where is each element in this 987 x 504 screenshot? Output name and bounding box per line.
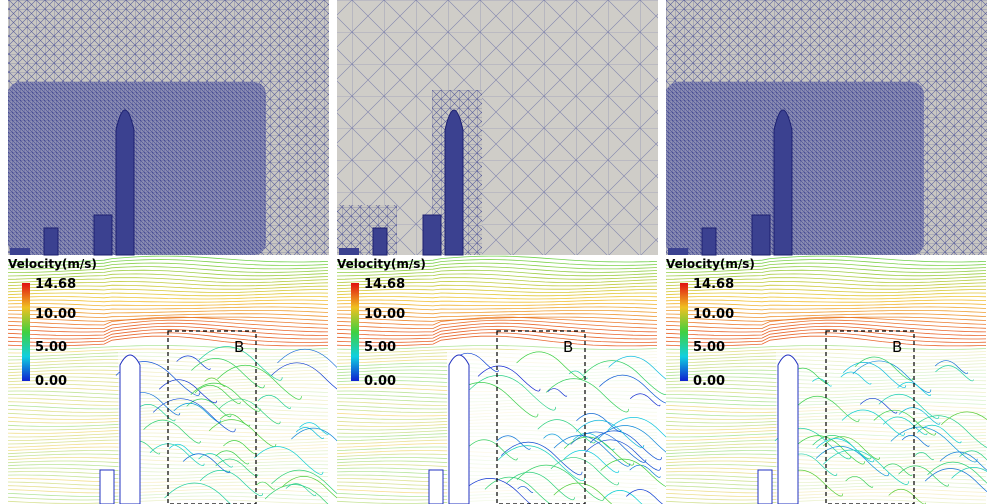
streamline-panel: B Velocity(m/s) 14.68 10.00 5.00 0.00 <box>8 256 360 504</box>
legend-title: Velocity(m/s) <box>666 257 755 271</box>
colorbar <box>351 283 359 381</box>
building <box>44 228 58 255</box>
building <box>752 215 770 255</box>
figure: B Velocity(m/s) 14.68 10.00 5.00 0.00 B Velocit… <box>0 0 987 504</box>
refined-region <box>337 205 397 255</box>
box-label: B <box>563 338 573 356</box>
colorbar-label: 10.00 <box>35 307 76 322</box>
colorbar-label: 0.00 <box>364 374 396 389</box>
building-section <box>758 470 772 504</box>
building-section <box>429 470 443 504</box>
colorbar-label: 0.00 <box>693 374 725 389</box>
colorbar-label: 5.00 <box>364 340 396 355</box>
colorbar-label: 5.00 <box>693 340 725 355</box>
building <box>373 228 387 255</box>
streamline-panel: B Velocity(m/s) 14.68 10.00 5.00 0.00 <box>337 256 685 504</box>
building <box>339 248 359 255</box>
building <box>94 215 112 255</box>
colorbar-label: 14.68 <box>35 277 76 292</box>
wake-region <box>776 350 987 504</box>
page: {"panels": [ {"legend": {"title": "Veloc… <box>0 0 987 504</box>
colorbar-label: 10.00 <box>364 307 405 322</box>
mesh-panel <box>666 0 987 255</box>
mesh-panel <box>337 0 658 255</box>
colorbar-label: 14.68 <box>364 277 405 292</box>
box-label: B <box>892 338 902 356</box>
tower <box>774 110 792 255</box>
legend-title: Velocity(m/s) <box>337 257 426 271</box>
building <box>702 228 716 255</box>
building-section <box>100 470 114 504</box>
building <box>10 248 30 255</box>
legend-title: Velocity(m/s) <box>8 257 97 271</box>
colorbar-label: 10.00 <box>693 307 734 322</box>
colorbar <box>22 283 30 381</box>
streamline-panel: B Velocity(m/s) 14.68 10.00 5.00 0.00 <box>666 256 987 504</box>
colorbar <box>680 283 688 381</box>
building <box>668 248 688 255</box>
tower-section <box>449 355 469 504</box>
tower-section <box>778 355 798 504</box>
box-label: B <box>234 338 244 356</box>
tower <box>116 110 134 255</box>
tower <box>445 110 463 255</box>
colorbar-label: 14.68 <box>693 277 734 292</box>
wake-region <box>447 350 658 504</box>
building <box>423 215 441 255</box>
colorbar-label: 5.00 <box>35 340 67 355</box>
tower-section <box>120 355 140 504</box>
mesh-panel <box>8 0 329 255</box>
colorbar-label: 0.00 <box>35 374 67 389</box>
